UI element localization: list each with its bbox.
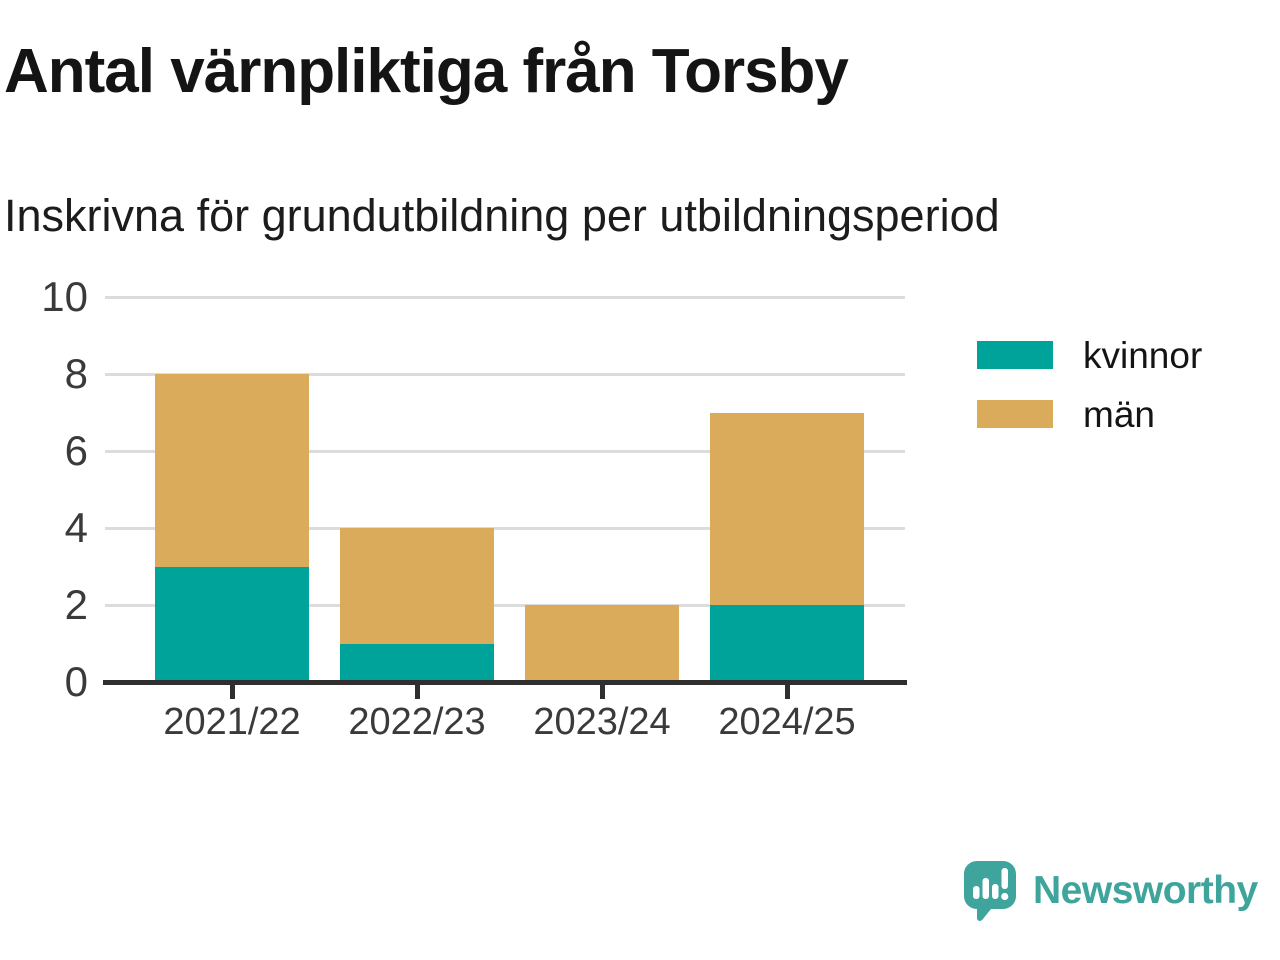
- chart-title: Antal värnpliktiga från Torsby: [4, 37, 849, 106]
- gridline: [105, 373, 905, 376]
- chart-subtitle: Inskrivna för grundutbildning per utbild…: [4, 190, 1000, 241]
- bar-segment-kvinnor: [340, 643, 494, 682]
- x-tick-label: 2022/23: [348, 701, 486, 743]
- x-tick-label: 2024/25: [718, 701, 856, 743]
- gridline: [105, 296, 905, 299]
- y-tick-label: 4: [64, 504, 88, 551]
- newsworthy-logo-icon: [964, 861, 1016, 921]
- legend-label-man: män: [1083, 393, 1155, 435]
- brand-name: Newsworthy: [1033, 869, 1258, 912]
- bar-segment-kvinnor: [155, 566, 309, 682]
- y-tick-label: 6: [64, 427, 88, 474]
- bar-segment-män: [340, 528, 494, 644]
- legend-label-kvinnor: kvinnor: [1083, 334, 1203, 376]
- x-tick-label: 2021/22: [163, 701, 301, 743]
- legend-swatch-kvinnor: [977, 341, 1053, 369]
- legend-item-kvinnor: kvinnor: [977, 337, 1202, 374]
- x-tick-label: 2023/24: [533, 701, 671, 743]
- gridline: [105, 527, 905, 530]
- gridline: [105, 604, 905, 607]
- gridline: [105, 450, 905, 453]
- bar-segment-män: [155, 374, 309, 567]
- x-axis-tick: [415, 685, 420, 699]
- bar-segment-män: [710, 412, 864, 605]
- legend: kvinnor män: [977, 337, 1202, 459]
- y-tick-label: 8: [64, 350, 88, 397]
- bar-segment-män: [525, 605, 679, 682]
- y-tick-label: 2: [64, 581, 88, 628]
- y-tick-label: 10: [41, 273, 88, 320]
- brand-footer: Newsworthy: [963, 860, 1258, 922]
- legend-item-man: män: [977, 396, 1202, 433]
- x-axis-tick: [785, 685, 790, 699]
- x-axis-line: [103, 680, 907, 685]
- legend-swatch-man: [977, 400, 1053, 428]
- x-axis-tick: [600, 685, 605, 699]
- y-tick-label: 0: [64, 658, 88, 705]
- bar-segment-kvinnor: [710, 605, 864, 682]
- x-axis-tick: [230, 685, 235, 699]
